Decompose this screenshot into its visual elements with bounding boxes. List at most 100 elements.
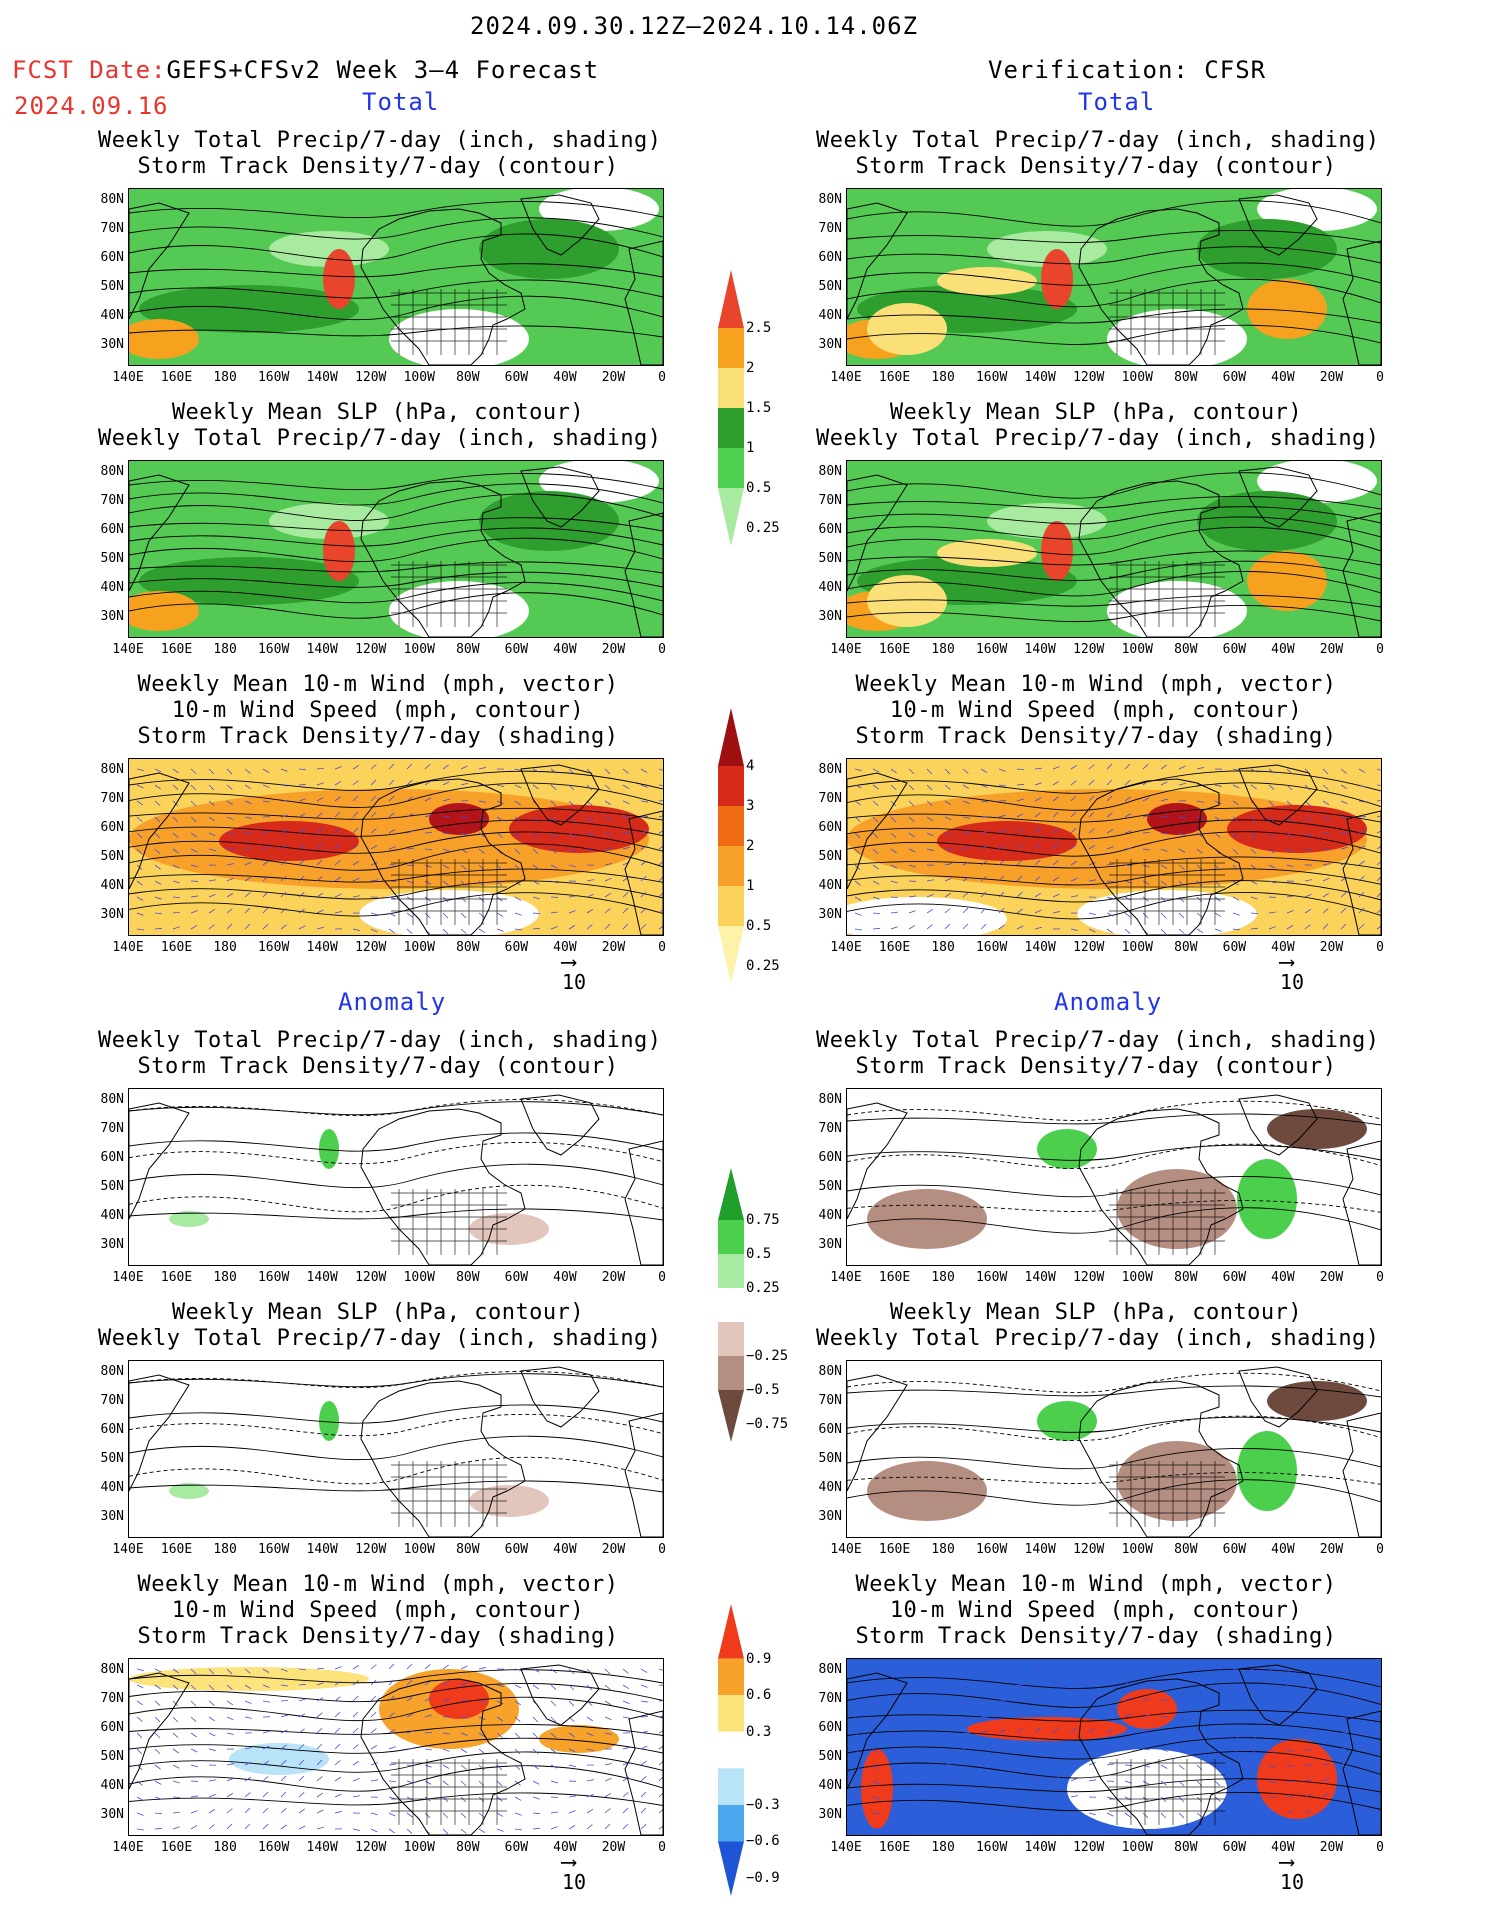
lat-tick-label: 70N [818,791,842,806]
political-borders [1109,859,1225,925]
lon-tick-label: 60W [1222,1542,1247,1557]
lon-tick-label: 0 [1376,642,1384,657]
lon-tick-label: 140E [112,1270,144,1285]
lon-tick-label: 140E [830,940,862,955]
lon-tick-label: 160E [160,1270,193,1285]
lon-tick-label: 100W [403,370,435,385]
lon-tick-label: 0 [1376,1840,1384,1855]
colorbar-swatch [718,1390,744,1442]
lon-tick-label: 120W [355,1840,387,1855]
map-frame [846,1658,1382,1836]
lat-tick-label: 80N [818,464,842,479]
map-frame [128,1658,664,1836]
lon-tick-label: 120W [1073,370,1105,385]
colorbar-tick-label: −0.75 [746,1416,789,1432]
wet-anomaly [1037,1129,1097,1169]
map-frame [846,1088,1382,1266]
reference-arrow-icon: ⟶ [1280,950,1294,975]
map-frame [846,188,1382,366]
colorbar-tick-label: 0.25 [746,520,780,536]
colorbar-anom_precip [716,1166,746,1444]
lat-tick-label: 40N [100,308,124,323]
panel-title-line: Storm Track Density/7-day (shading) [855,724,1337,749]
panel-title-line: Weekly Total Precip/7-day (inch, shading… [816,1326,1380,1351]
colorbar-swatch [718,1731,744,1769]
lon-tick-label: 20W [601,370,626,385]
lat-tick-label: 30N [818,1509,842,1524]
colorbar-swatch [718,1322,744,1356]
lon-tick-label: 140W [1024,1542,1056,1557]
lat-tick-label: 80N [818,1662,842,1677]
lon-tick-label: 140E [112,370,144,385]
lat-tick-label: 70N [100,1691,124,1706]
lon-tick-label: 80W [456,940,480,955]
panel-title-line: Weekly Total Precip/7-day (inch, shading… [816,426,1380,451]
lon-tick-label: 0 [658,1270,666,1285]
colorbar-swatch [718,708,744,766]
lon-tick-label: 100W [403,1840,435,1855]
lon-tick-label: 100W [403,1542,435,1557]
panel-title-line: Weekly Total Precip/7-day (inch, shading… [98,426,662,451]
lat-tick-label: 70N [818,1393,842,1408]
lon-tick-label: 40W [553,642,577,657]
vector-reference-value: 10 [1280,970,1305,994]
lat-tick-label: 50N [100,1749,124,1764]
coastlines [847,194,1381,365]
lon-tick-label: 160E [878,1270,911,1285]
lon-tick-label: 80W [1174,940,1198,955]
wet-anomaly [1237,1431,1297,1511]
lon-tick-label: 160W [975,940,1008,955]
lat-tick-label: 40N [818,580,842,595]
dry-area [1107,309,1247,365]
panel-title-line: 10-m Wind Speed (mph, contour) [889,698,1303,723]
contour-lines [847,1385,1381,1506]
wind-vectors [854,1663,1381,1835]
storm-core [1147,803,1207,835]
lon-tick-label: 120W [1073,1270,1105,1285]
lat-tick-label: 70N [100,493,124,508]
contour-lines [129,1099,663,1213]
contour-lines [847,1100,1381,1213]
lon-tick-label: 140W [1024,1270,1056,1285]
colorbar-tick-label: 0.75 [746,1212,780,1228]
lon-tick-label: 140W [306,1542,338,1557]
heavy-precip-area [129,591,199,631]
fcst-date-label: FCST Date: [12,56,167,84]
dry-area [389,309,529,365]
panel-title-line: Weekly Total Precip/7-day (inch, shading… [98,128,662,153]
lat-tick-label: 80N [818,1364,842,1379]
panel-title-line: Storm Track Density/7-day (shading) [137,1624,619,1649]
vector-reference: ⟶ 10 [1280,1852,1304,1895]
lon-tick-label: 140W [306,1840,338,1855]
contour-lines [847,1113,1381,1234]
lon-tick-label: 60W [504,370,529,385]
colorbar-tick-label: −0.25 [746,1348,789,1364]
colorbar-tick-label: 0.3 [746,1723,772,1740]
lon-tick-label: 100W [1121,642,1153,657]
light-precip-area [987,503,1107,539]
lat-tick-label: 80N [100,1092,124,1107]
lon-tick-label: 40W [1271,1542,1295,1557]
lat-tick-label: 80N [100,762,124,777]
vector-reference: ⟶ 10 [1280,950,1305,995]
colorbar-tick-label: 1 [746,440,755,456]
lon-tick-label: 0 [658,1542,666,1557]
lon-tick-label: 160E [160,1840,193,1855]
anomaly-field [129,1361,663,1537]
lon-tick-label: 140W [1024,370,1056,385]
storm-core [509,805,649,853]
lat-tick-label: 60N [818,522,842,537]
lon-tick-label: 40W [1271,642,1295,657]
lon-tick-label: 160E [878,1542,911,1557]
lon-tick-label: 160E [878,1840,911,1855]
colorbar-tick-label: −0.9 [746,1870,780,1886]
vector-reference: ⟶ 10 [562,952,586,995]
colorbar-swatch [718,1658,744,1696]
coastlines [847,764,1381,935]
lat-tick-label: 50N [818,1451,842,1466]
colorbar-swatch [718,1254,744,1288]
colorbar-swatch [718,1220,744,1254]
lon-tick-label: 100W [1121,1542,1153,1557]
lon-tick-label: 120W [355,940,387,955]
colorbar-swatch [718,1841,744,1896]
